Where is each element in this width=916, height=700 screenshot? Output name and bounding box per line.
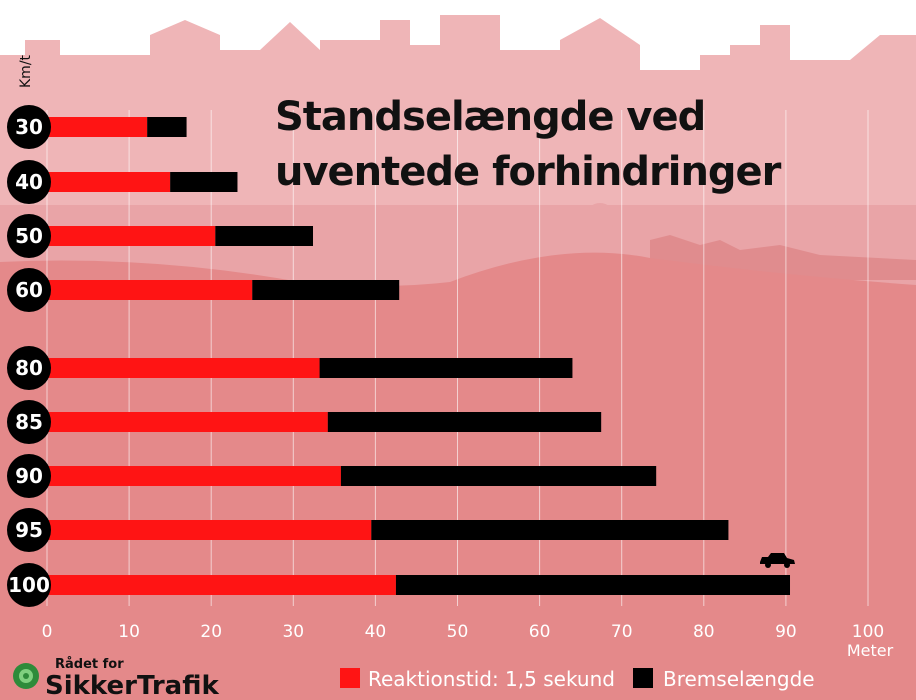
bar-braking xyxy=(327,412,602,432)
x-tick-label: 100 xyxy=(852,622,884,642)
speed-label: 90 xyxy=(15,464,43,488)
speed-label: 50 xyxy=(15,224,43,248)
bar-reaction xyxy=(47,226,216,246)
speed-label: 80 xyxy=(15,356,43,380)
x-axis-unit: Meter xyxy=(847,641,894,660)
chart-title-line-1: Standselængde ved xyxy=(275,94,705,140)
speed-badge xyxy=(7,105,51,149)
speed-badge xyxy=(7,400,51,444)
speed-badge xyxy=(7,160,51,204)
bar-braking xyxy=(252,280,400,300)
x-tick-label: 10 xyxy=(118,622,140,642)
bar-braking xyxy=(170,172,238,192)
bar-braking xyxy=(319,358,573,378)
x-tick-label: 20 xyxy=(200,622,222,642)
speed-badge xyxy=(7,563,51,607)
x-tick-label: 40 xyxy=(365,622,387,642)
bar-reaction xyxy=(47,466,341,486)
bars-group xyxy=(47,117,791,595)
bar-braking xyxy=(340,466,657,486)
x-tick-label: 70 xyxy=(611,622,633,642)
tree-silhouettes xyxy=(545,203,911,270)
bar-reaction xyxy=(47,412,328,432)
chart-title-line-2: uventede forhindringer xyxy=(275,149,782,195)
speed-badge xyxy=(7,508,51,552)
speed-label: 40 xyxy=(15,170,43,194)
legend-label-braking: Bremselængde xyxy=(663,667,815,691)
bar-reaction xyxy=(47,117,148,137)
brand-small-text: Rådet for xyxy=(55,657,124,672)
x-tick-labels: 0 10 20 30 40 50 60 70 80 90 100 xyxy=(42,622,885,642)
speed-badge xyxy=(7,346,51,390)
bar-braking xyxy=(147,117,187,137)
speed-label: 100 xyxy=(8,573,50,597)
bar-braking xyxy=(215,226,314,246)
x-tick-label: 50 xyxy=(447,622,469,642)
bar-reaction xyxy=(47,172,171,192)
bar-reaction xyxy=(47,520,372,540)
legend-swatch-reaction xyxy=(340,668,360,688)
bar-braking xyxy=(395,575,791,595)
speed-labels-group: 30 40 50 60 80 85 90 95 100 xyxy=(7,105,51,607)
legend-swatch-braking xyxy=(633,668,653,688)
y-axis-label: Km/t xyxy=(18,54,34,88)
legend-label-reaction: Reaktionstid: 1,5 sekund xyxy=(368,667,615,691)
speed-badge xyxy=(7,268,51,312)
x-tick-label: 60 xyxy=(529,622,551,642)
x-tick-label: 0 xyxy=(42,622,53,642)
x-tick-label: 80 xyxy=(693,622,715,642)
speed-label: 30 xyxy=(15,115,43,139)
speed-badge xyxy=(7,454,51,498)
bar-reaction xyxy=(47,358,320,378)
car-icon xyxy=(760,553,795,568)
logo-icon xyxy=(13,663,39,689)
speed-label: 85 xyxy=(15,410,43,434)
speed-label: 95 xyxy=(15,518,43,542)
bar-reaction xyxy=(47,575,396,595)
brand-big-text: SikkerTrafik xyxy=(45,671,219,700)
x-tick-label: 30 xyxy=(282,622,304,642)
speed-badge xyxy=(7,214,51,258)
bar-braking xyxy=(371,520,729,540)
bar-reaction xyxy=(47,280,253,300)
x-tick-label: 90 xyxy=(775,622,797,642)
speed-label: 60 xyxy=(15,278,43,302)
